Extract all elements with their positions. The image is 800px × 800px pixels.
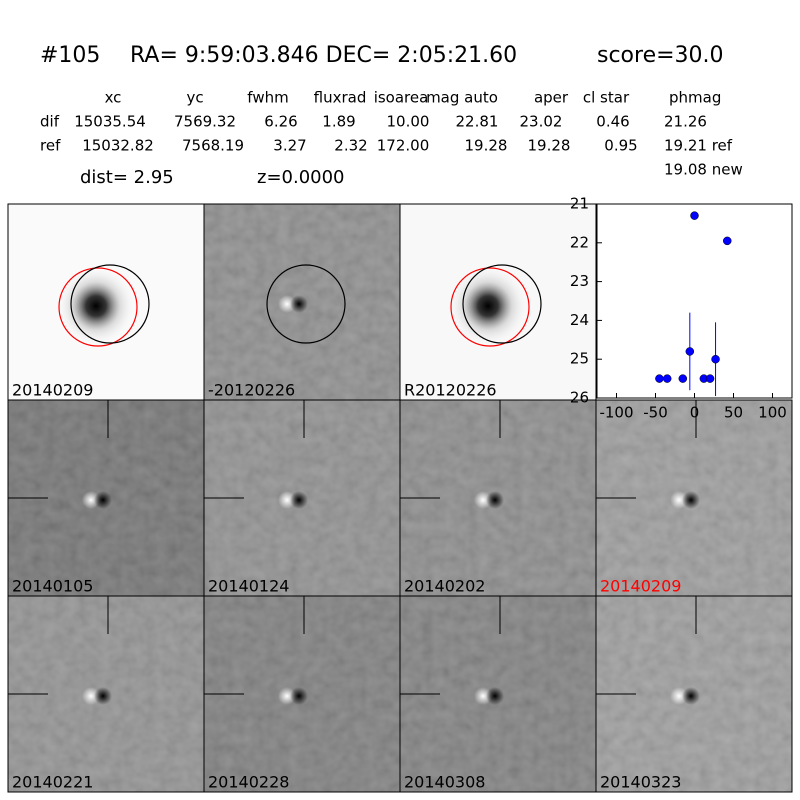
y-tick-label: 21 <box>570 195 589 213</box>
image-panel: 20140105 <box>7 399 205 597</box>
data-point <box>723 236 732 246</box>
red-circle <box>58 267 138 347</box>
residual-black <box>290 491 308 509</box>
data-point <box>655 374 664 383</box>
cell: 19.28 <box>465 137 508 155</box>
red-circle <box>450 267 530 347</box>
plot-area <box>596 203 793 399</box>
data-point <box>685 347 695 356</box>
panel-border <box>595 595 793 793</box>
image-panel: R20120226 <box>399 203 597 401</box>
image-panel: 20140209 <box>595 399 793 597</box>
image-panel: 20140202 <box>399 399 597 597</box>
panel-label: 20140308 <box>404 773 485 792</box>
x-tick-label: 0 <box>690 404 700 422</box>
column-header: phmag <box>669 89 721 107</box>
cell: 21.26 <box>664 113 707 131</box>
cell: 15035.54 <box>74 113 146 131</box>
image-panel: 20140209 <box>7 203 205 401</box>
star <box>56 266 136 346</box>
y-tick-label: 26 <box>570 389 589 407</box>
cell: 7569.32 <box>174 113 236 131</box>
image-panel: 20140124 <box>203 399 401 597</box>
x-tick-label: 50 <box>724 404 743 422</box>
panel-label: -20120226 <box>208 381 295 400</box>
data-point <box>690 211 699 220</box>
image-panel: 20140323 <box>595 595 793 793</box>
black-circle <box>462 264 542 344</box>
residual-black <box>682 687 700 705</box>
panel-label: R20120226 <box>404 381 497 400</box>
column-header: fwhm <box>247 89 288 107</box>
image-panel: 20140221 <box>7 595 205 793</box>
column-header: yc <box>186 89 203 107</box>
column-header: isoarea <box>374 89 429 107</box>
score: score=30.0 <box>597 43 724 68</box>
x-tick-label: -100 <box>599 404 633 422</box>
image-panel: 20140308 <box>399 595 597 793</box>
x-tick-label: 100 <box>758 404 787 422</box>
panel-label: 20140323 <box>600 773 681 792</box>
panel-label: 20140105 <box>12 577 93 596</box>
redshift: z=0.0000 <box>257 167 345 188</box>
residual-black <box>94 491 112 509</box>
panel-label: 20140209 <box>600 577 681 596</box>
cell: 15032.82 <box>82 137 154 155</box>
residual-black <box>290 687 308 705</box>
residual-black <box>486 687 504 705</box>
phmag-new: 19.08 new <box>664 161 743 179</box>
row-label: dif <box>40 113 60 131</box>
cell: 0.46 <box>596 113 629 131</box>
y-tick-label: 24 <box>570 311 589 329</box>
cell: 19.21 ref <box>664 137 733 155</box>
star <box>448 266 528 346</box>
image-panel: 20140228 <box>203 595 401 793</box>
residual-black <box>290 295 308 313</box>
panel-label: 20140124 <box>208 577 289 596</box>
cell: 10.00 <box>387 113 430 131</box>
y-tick-label: 25 <box>570 350 589 368</box>
row-label: ref <box>40 137 61 155</box>
cell: 6.26 <box>264 113 297 131</box>
coordinates: RA= 9:59:03.846 DEC= 2:05:21.60 <box>130 43 517 68</box>
data-point <box>662 374 672 383</box>
residual-black <box>94 687 112 705</box>
image-panel: -20120226 <box>203 203 401 401</box>
panel-label: 20140221 <box>12 773 93 792</box>
y-tick-label: 23 <box>570 272 589 290</box>
cell: 2.32 <box>334 137 367 155</box>
cell: 172.00 <box>377 137 430 155</box>
panel-label: 20140228 <box>208 773 289 792</box>
column-header: fluxrad <box>314 89 367 107</box>
black-circle <box>70 264 150 344</box>
cell: 19.28 <box>528 137 571 155</box>
cell: 7568.19 <box>182 137 244 155</box>
cell: 3.27 <box>273 137 306 155</box>
column-header: mag auto <box>426 89 498 107</box>
cell: 0.95 <box>604 137 637 155</box>
dist: dist= 2.95 <box>80 167 174 188</box>
data-point <box>711 354 720 364</box>
data-point <box>678 374 688 383</box>
column-header: cl star <box>583 89 630 107</box>
column-header: xc <box>105 89 122 107</box>
x-tick-label: -50 <box>643 404 668 422</box>
panel-label: 20140209 <box>12 381 93 400</box>
cell: 23.02 <box>520 113 563 131</box>
candidate-id: #105 <box>40 43 100 68</box>
panel-label: 20140202 <box>404 577 485 596</box>
cell: 22.81 <box>456 113 499 131</box>
residual-black <box>682 491 700 509</box>
data-point <box>705 374 715 383</box>
residual-black <box>486 491 504 509</box>
y-tick-label: 22 <box>570 233 589 251</box>
column-header: aper <box>534 89 569 107</box>
black-circle <box>266 264 346 344</box>
cell: 1.89 <box>322 113 355 131</box>
